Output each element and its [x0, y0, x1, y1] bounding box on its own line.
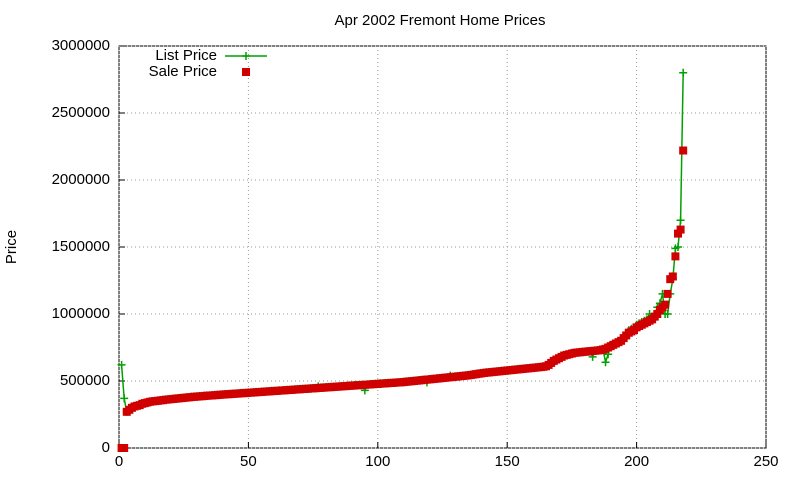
plot-frame: [118, 45, 767, 449]
x-tick-label: 0: [115, 453, 123, 470]
point-marker: [671, 252, 680, 261]
point-marker: [676, 216, 685, 225]
y-tick-label: 0: [102, 439, 110, 456]
point-marker: [663, 310, 672, 318]
y-tick-label: 1500000: [52, 238, 110, 255]
y-axis-label: Price: [3, 230, 20, 264]
point-marker: [676, 225, 685, 234]
point-marker: [120, 394, 129, 403]
point-marker: [663, 289, 672, 298]
x-tick-label: 50: [240, 453, 257, 470]
x-tick-label: 100: [365, 453, 390, 470]
point-marker: [661, 300, 670, 309]
x-tick-label: 250: [753, 453, 778, 470]
x-tick-label: 200: [624, 453, 649, 470]
point-marker: [120, 444, 129, 452]
y-tick-label: 3000000: [52, 37, 110, 54]
point-marker: [674, 229, 683, 238]
point-marker: [117, 360, 126, 369]
point-marker: [679, 68, 688, 77]
point-marker: [674, 243, 683, 251]
x-tick-label: 150: [495, 453, 520, 470]
y-tick-label: 500000: [60, 372, 110, 389]
legend-swatch: [242, 52, 250, 60]
chart-title: Apr 2002 Fremont Home Prices: [335, 12, 546, 29]
y-tick-label: 2500000: [52, 104, 110, 121]
point-marker: [668, 272, 677, 281]
legend-swatch: [242, 68, 250, 76]
legend-label: List Price: [155, 47, 217, 64]
y-tick-label: 2000000: [52, 171, 110, 188]
point-marker: [601, 358, 610, 367]
series-line: [120, 72, 684, 414]
y-tick-label: 1000000: [52, 305, 110, 322]
point-marker: [653, 310, 662, 318]
point-marker: [679, 146, 688, 155]
legend-label: Sale Price: [149, 63, 217, 80]
